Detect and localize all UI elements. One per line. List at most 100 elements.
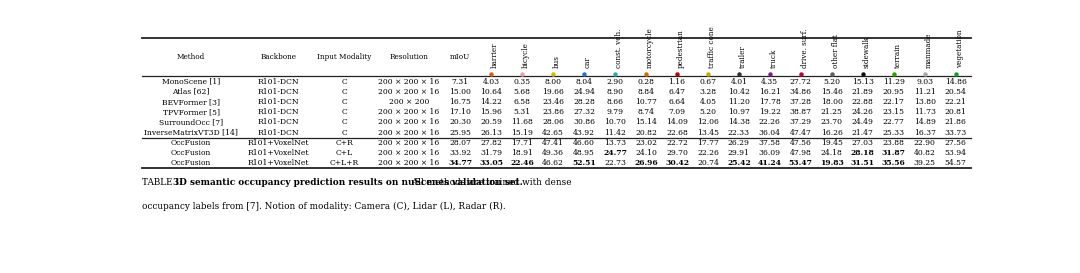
Text: 22.73: 22.73 — [604, 159, 626, 167]
Text: 10.70: 10.70 — [604, 118, 626, 126]
Text: C: C — [341, 129, 347, 136]
Text: C+L: C+L — [336, 149, 353, 157]
Text: 20.82: 20.82 — [635, 129, 657, 136]
Text: 14.86: 14.86 — [945, 78, 967, 85]
Text: 11.73: 11.73 — [914, 108, 935, 116]
Text: barrier: barrier — [491, 43, 499, 68]
Text: 24.49: 24.49 — [852, 118, 874, 126]
Text: mIoU: mIoU — [450, 53, 470, 61]
Text: const. veh.: const. veh. — [615, 29, 623, 68]
Text: manmade: manmade — [924, 32, 933, 68]
Text: 28.18: 28.18 — [851, 149, 875, 157]
Text: 21.47: 21.47 — [852, 129, 874, 136]
Text: 19.66: 19.66 — [542, 88, 564, 96]
Text: 5.31: 5.31 — [514, 108, 530, 116]
Text: 31.87: 31.87 — [881, 149, 906, 157]
Text: C+R: C+R — [335, 139, 353, 147]
Text: 24.94: 24.94 — [573, 88, 595, 96]
Text: 6.47: 6.47 — [669, 88, 686, 96]
Text: 11.21: 11.21 — [914, 88, 935, 96]
Text: 22.17: 22.17 — [882, 98, 905, 106]
Text: 36.09: 36.09 — [759, 149, 781, 157]
Text: 47.47: 47.47 — [789, 129, 812, 136]
Text: Resolution: Resolution — [389, 53, 428, 61]
Text: 8.84: 8.84 — [637, 88, 654, 96]
Text: 10.97: 10.97 — [728, 108, 750, 116]
Text: traffic cone: traffic cone — [707, 26, 716, 68]
Text: 5.20: 5.20 — [700, 108, 716, 116]
Text: 21.89: 21.89 — [852, 88, 874, 96]
Text: 22.33: 22.33 — [728, 129, 750, 136]
Text: 11.68: 11.68 — [511, 118, 534, 126]
Text: 47.98: 47.98 — [789, 149, 812, 157]
Text: 27.56: 27.56 — [945, 139, 967, 147]
Text: 13.80: 13.80 — [914, 98, 935, 106]
Text: 17.71: 17.71 — [511, 139, 534, 147]
Text: 33.92: 33.92 — [449, 149, 471, 157]
Text: 8.66: 8.66 — [607, 98, 623, 106]
Text: 25.33: 25.33 — [882, 129, 905, 136]
Text: 8.90: 8.90 — [607, 88, 623, 96]
Text: OccFusion: OccFusion — [171, 139, 212, 147]
Text: 53.94: 53.94 — [945, 149, 967, 157]
Text: 14.89: 14.89 — [914, 118, 935, 126]
Text: 2.90: 2.90 — [607, 78, 623, 85]
Text: 22.68: 22.68 — [666, 129, 688, 136]
Text: 35.56: 35.56 — [882, 159, 906, 167]
Text: 22.26: 22.26 — [759, 118, 781, 126]
Text: 36.04: 36.04 — [759, 129, 781, 136]
Text: 39.25: 39.25 — [914, 159, 935, 167]
Text: 15.14: 15.14 — [635, 118, 657, 126]
Text: 42.65: 42.65 — [542, 129, 564, 136]
Text: 9.79: 9.79 — [607, 108, 623, 116]
Text: car: car — [584, 56, 592, 68]
Text: 13.73: 13.73 — [604, 139, 626, 147]
Text: drive. surf.: drive. surf. — [801, 29, 809, 68]
Text: pedestrian: pedestrian — [677, 29, 685, 68]
Text: 1.16: 1.16 — [669, 78, 686, 85]
Text: 14.38: 14.38 — [728, 118, 750, 126]
Text: InverseMatrixVT3D [14]: InverseMatrixVT3D [14] — [144, 129, 238, 136]
Text: 8.04: 8.04 — [576, 78, 593, 85]
Text: Input Modality: Input Modality — [318, 53, 372, 61]
Text: 200 × 200 × 16: 200 × 200 × 16 — [378, 108, 440, 116]
Text: 30.86: 30.86 — [573, 118, 595, 126]
Text: 23.15: 23.15 — [882, 108, 905, 116]
Text: 11.20: 11.20 — [728, 98, 750, 106]
Text: 200 × 200 × 16: 200 × 200 × 16 — [378, 78, 440, 85]
Text: 25.95: 25.95 — [449, 129, 471, 136]
Text: 47.56: 47.56 — [789, 139, 812, 147]
Text: 15.19: 15.19 — [511, 129, 534, 136]
Text: 20.54: 20.54 — [945, 88, 967, 96]
Text: 28.06: 28.06 — [542, 118, 564, 126]
Text: 37.28: 37.28 — [789, 98, 812, 106]
Text: C: C — [341, 88, 347, 96]
Text: 22.21: 22.21 — [945, 98, 967, 106]
Text: BEVFormer [3]: BEVFormer [3] — [162, 98, 220, 106]
Text: 15.00: 15.00 — [449, 88, 471, 96]
Text: 22.88: 22.88 — [852, 98, 874, 106]
Text: bicycle: bicycle — [522, 42, 530, 68]
Text: 15.13: 15.13 — [852, 78, 874, 85]
Text: vegetation: vegetation — [956, 29, 963, 68]
Text: 43.92: 43.92 — [573, 129, 595, 136]
Text: 20.30: 20.30 — [449, 118, 471, 126]
Text: 22.72: 22.72 — [666, 139, 688, 147]
Text: terrain: terrain — [894, 43, 902, 68]
Text: 47.41: 47.41 — [542, 139, 564, 147]
Text: 3D semantic occupancy prediction results on nuScenes validation set.: 3D semantic occupancy prediction results… — [173, 178, 523, 187]
Text: other flat: other flat — [832, 34, 840, 68]
Text: 23.70: 23.70 — [821, 118, 842, 126]
Text: C: C — [341, 108, 347, 116]
Text: 34.86: 34.86 — [789, 88, 812, 96]
Text: R101-DCN: R101-DCN — [257, 88, 299, 96]
Text: 20.95: 20.95 — [882, 88, 905, 96]
Text: 37.29: 37.29 — [789, 118, 812, 126]
Text: 33.73: 33.73 — [945, 129, 967, 136]
Text: 28.07: 28.07 — [449, 139, 471, 147]
Text: 8.74: 8.74 — [637, 108, 654, 116]
Text: TABLE I:: TABLE I: — [141, 178, 185, 187]
Text: 200 × 200 × 16: 200 × 200 × 16 — [378, 88, 440, 96]
Text: 29.91: 29.91 — [728, 149, 750, 157]
Text: C+L+R: C+L+R — [329, 159, 359, 167]
